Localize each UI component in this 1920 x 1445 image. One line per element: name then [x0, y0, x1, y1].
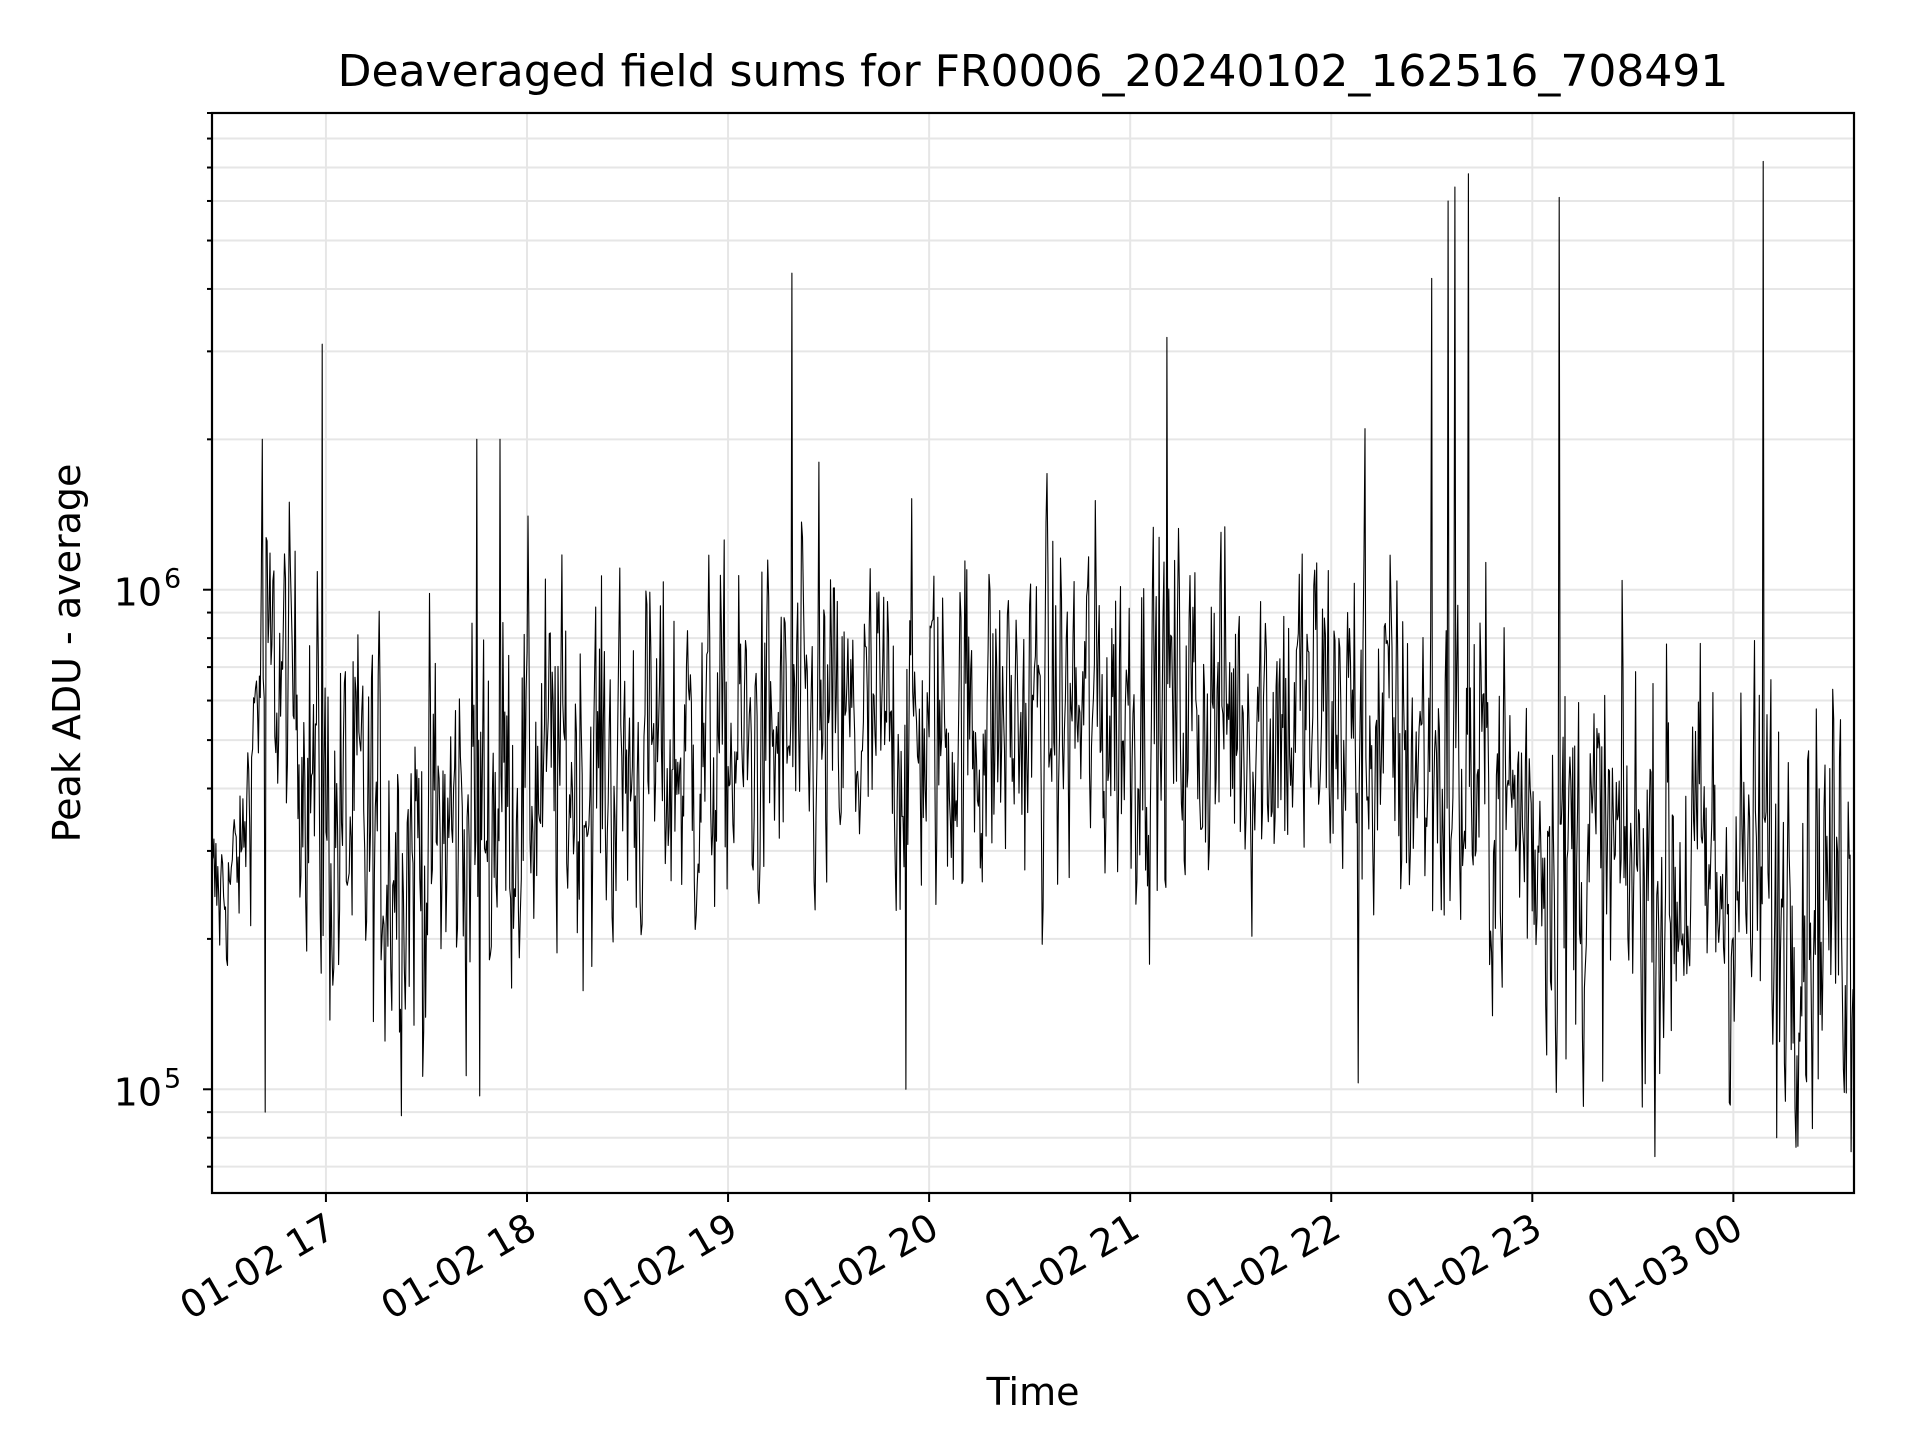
x-tick-label: 01-02 22 [1178, 1205, 1348, 1329]
axes-frame [210, 111, 1856, 1195]
y-tick-label: 10 [114, 1070, 162, 1114]
series-line [211, 160, 1855, 1158]
x-tick-label: 01-02 23 [1379, 1205, 1549, 1329]
y-axis-label: Peak ADU - average [45, 464, 89, 843]
x-axis: 01-02 17 01-02 18 01-02 19 01-02 20 01-02 21… [172, 1193, 1750, 1329]
plot-area [211, 160, 1855, 1158]
x-axis-label: Time [986, 1370, 1080, 1414]
y-tick-label-exponent: 6 [164, 564, 181, 595]
x-tick-label: 01-02 19 [575, 1205, 745, 1329]
x-tick-label: 01-02 21 [977, 1205, 1147, 1329]
x-tick-label: 01-02 18 [374, 1205, 544, 1329]
x-tick-label: 01-03 00 [1580, 1205, 1750, 1329]
y-tick-label-exponent: 5 [164, 1063, 181, 1094]
chart-title: Deaveraged field sums for FR0006_2024010… [338, 46, 1729, 97]
x-tick-label: 01-02 17 [172, 1205, 342, 1329]
x-tick-label: 01-02 20 [776, 1205, 946, 1329]
y-tick-label: 10 [114, 571, 162, 615]
grid [212, 112, 1854, 1193]
